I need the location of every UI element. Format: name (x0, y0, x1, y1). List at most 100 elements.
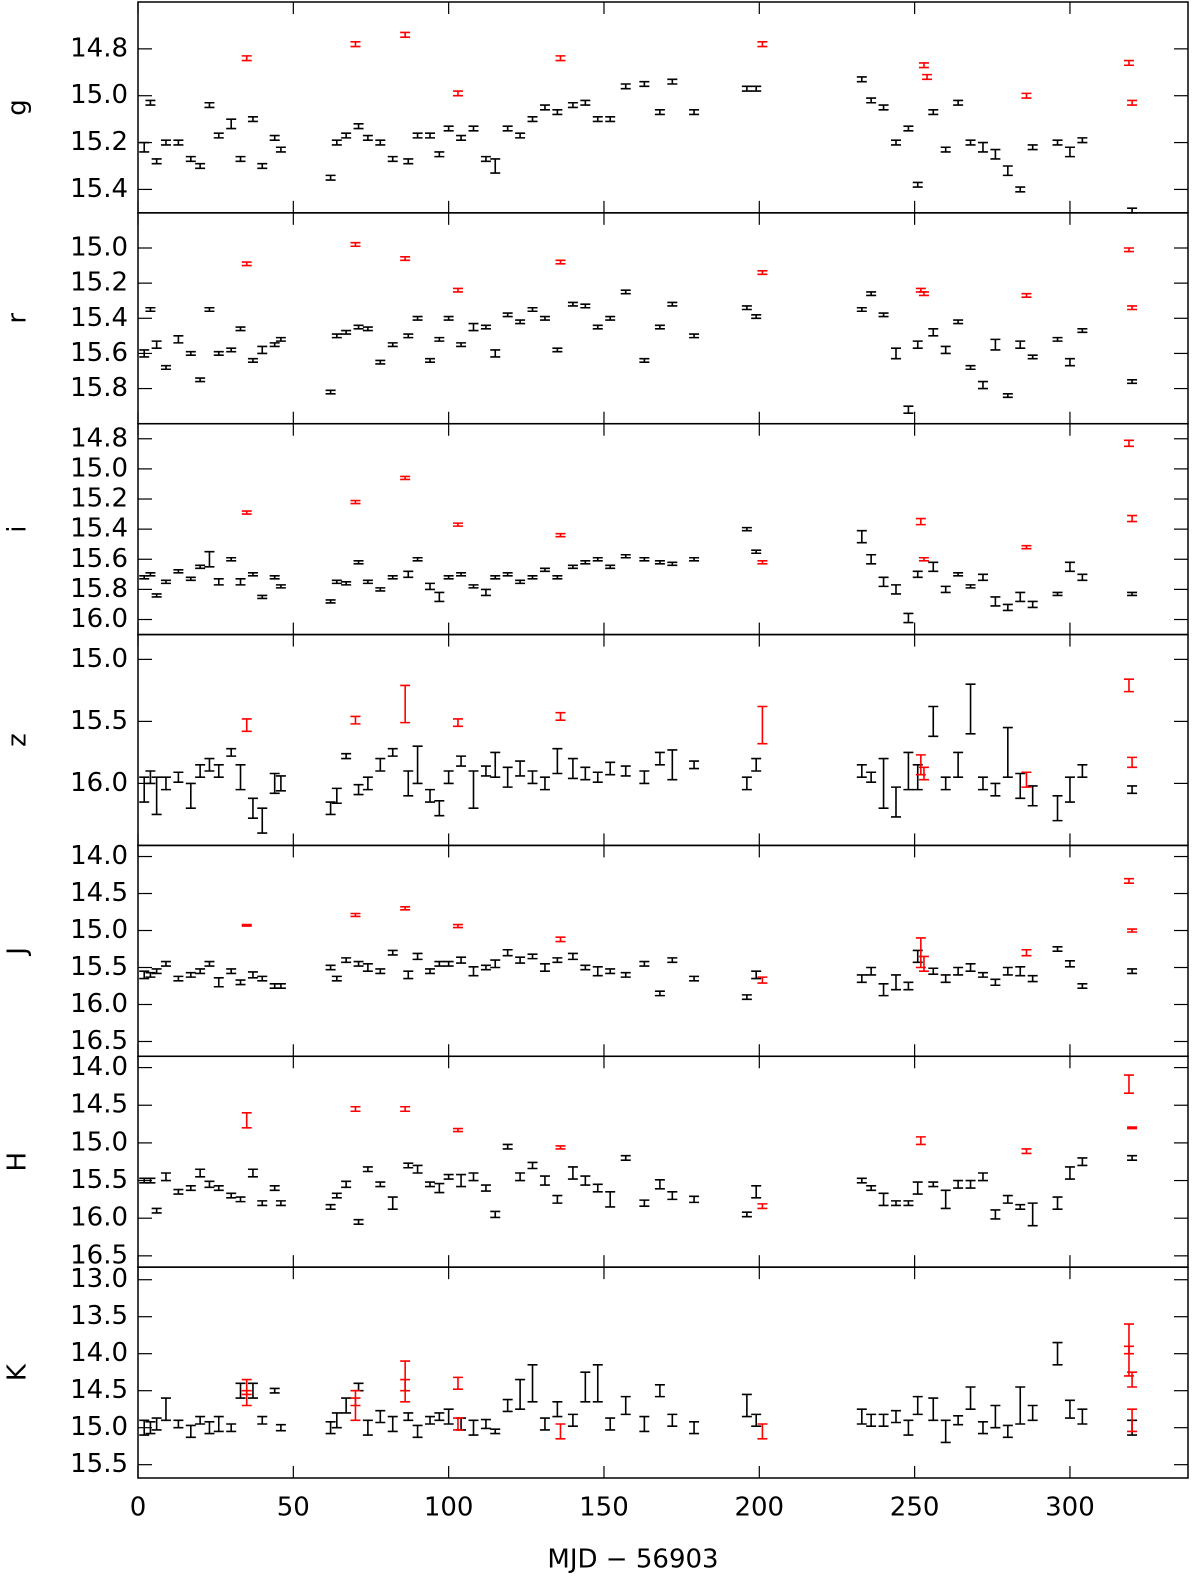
error-bar (362, 134, 373, 142)
error-bar (667, 301, 678, 307)
error-bar (425, 582, 436, 591)
error-bar (185, 1424, 196, 1439)
y-tick-label: 14.8 (70, 33, 128, 63)
error-bar (325, 1203, 336, 1210)
error-bar (139, 970, 150, 980)
error-bar (387, 1415, 398, 1433)
error-bar (1027, 1202, 1038, 1227)
error-bar (1127, 305, 1138, 311)
error-bar (953, 572, 964, 577)
y-tick-label: 13.5 (70, 1301, 128, 1331)
error-bar (856, 1408, 867, 1425)
error-bar (425, 357, 436, 364)
error-bar (241, 1389, 252, 1407)
error-bar (387, 155, 398, 163)
error-bar (555, 532, 566, 538)
error-bar (1015, 1203, 1026, 1210)
error-bar (965, 584, 976, 589)
error-bar (325, 1420, 336, 1435)
error-bar (918, 955, 929, 973)
error-bar (452, 287, 463, 293)
error-bar (412, 745, 423, 785)
error-bar (213, 1185, 224, 1192)
error-bar (878, 1192, 889, 1207)
error-bar (555, 1145, 566, 1150)
error-bar (226, 968, 237, 975)
error-bar (235, 1382, 246, 1399)
error-bar (605, 968, 616, 975)
error-bar (490, 158, 501, 174)
error-bar (1127, 1371, 1138, 1388)
error-bar (204, 757, 215, 772)
y-tick-label: 15.2 (70, 484, 128, 514)
error-bar (555, 55, 566, 62)
error-bar (275, 336, 286, 342)
error-bar (856, 1177, 867, 1184)
error-bar (195, 1168, 206, 1178)
y-tick-label: 15.8 (70, 373, 128, 403)
error-bar (1002, 165, 1013, 177)
error-bar (331, 139, 342, 146)
error-bar (151, 593, 162, 598)
panel-frame (137, 844, 1189, 1058)
error-bar (918, 62, 929, 69)
error-bar (965, 683, 976, 735)
error-bar (275, 982, 286, 990)
error-bar (257, 975, 268, 982)
error-bar (1064, 146, 1075, 158)
error-bar (403, 570, 414, 579)
error-bar (515, 760, 526, 777)
error-bar (757, 1423, 768, 1440)
error-bar (325, 801, 336, 816)
error-bar (915, 517, 926, 526)
error-bar (226, 747, 237, 757)
error-bar (443, 1173, 454, 1180)
error-bar (1077, 328, 1088, 334)
error-bar (173, 1188, 184, 1195)
error-bar (654, 1383, 665, 1398)
error-bar (527, 1161, 538, 1170)
error-bar (350, 912, 361, 918)
error-bar (592, 965, 603, 977)
error-bar (195, 564, 206, 570)
error-bar (502, 948, 513, 957)
error-bar (434, 336, 445, 342)
error-bar (953, 751, 964, 779)
error-bar (539, 1417, 550, 1431)
error-bar (654, 751, 665, 766)
error-bar (1015, 1386, 1026, 1425)
error-bar (757, 705, 768, 745)
error-bar (235, 764, 246, 791)
error-bar (1127, 1126, 1138, 1130)
y-tick-label: 16.5 (70, 1240, 128, 1270)
error-bar (552, 108, 563, 116)
error-bar (173, 1419, 184, 1429)
error-bar (689, 975, 700, 982)
error-bar (1027, 600, 1038, 609)
error-bar (387, 575, 398, 580)
error-bar (605, 564, 616, 570)
panel-frame (137, 1, 1189, 214)
x-tick-label: 50 (277, 1493, 310, 1523)
error-bar (977, 1420, 988, 1435)
error-bar (856, 76, 867, 83)
error-bar (403, 1412, 414, 1422)
error-bar (443, 960, 454, 967)
error-bar (878, 757, 889, 810)
error-bar (866, 771, 877, 783)
error-bar (350, 41, 361, 48)
error-bar (856, 529, 867, 544)
error-bar (552, 347, 563, 353)
error-bar (456, 572, 467, 577)
error-bar (878, 576, 889, 588)
error-bar (375, 968, 386, 975)
y-tick-label: 16.0 (70, 1203, 128, 1233)
error-bar (213, 764, 224, 779)
error-bar (751, 1185, 762, 1199)
error-bar (502, 766, 513, 788)
error-bar (567, 952, 578, 961)
error-bar (375, 1409, 386, 1424)
error-bar (1021, 771, 1032, 788)
y-tick-label: 14.5 (70, 878, 128, 908)
y-tick-label: 14.0 (70, 1338, 128, 1368)
